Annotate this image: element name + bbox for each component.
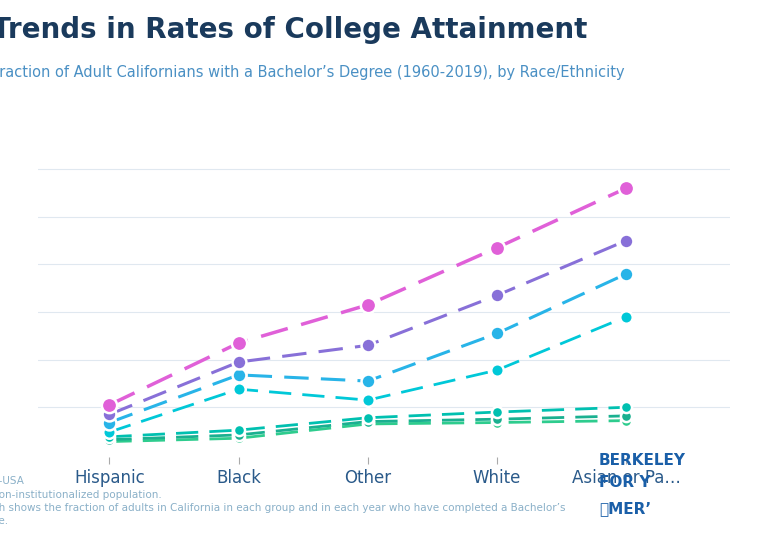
Text: ⲨMER’: ⲨMER’: [599, 501, 651, 516]
Text: ph shows the fraction of adults in California in each group and in each year who: ph shows the fraction of adults in Calif…: [0, 503, 566, 513]
Text: Fraction of Adult Californians with a Bachelor’s Degree (1960-2019), by Race/Eth: Fraction of Adult Californians with a Ba…: [0, 65, 625, 80]
Text: S-USA: S-USA: [0, 476, 25, 486]
Text: Trends in Rates of College Attainment: Trends in Rates of College Attainment: [0, 16, 588, 44]
Text: non-institutionalized population.: non-institutionalized population.: [0, 490, 162, 500]
Text: ee.: ee.: [0, 516, 8, 527]
Text: BERKELEY: BERKELEY: [599, 453, 686, 468]
Text: FOR Y: FOR Y: [599, 475, 650, 490]
